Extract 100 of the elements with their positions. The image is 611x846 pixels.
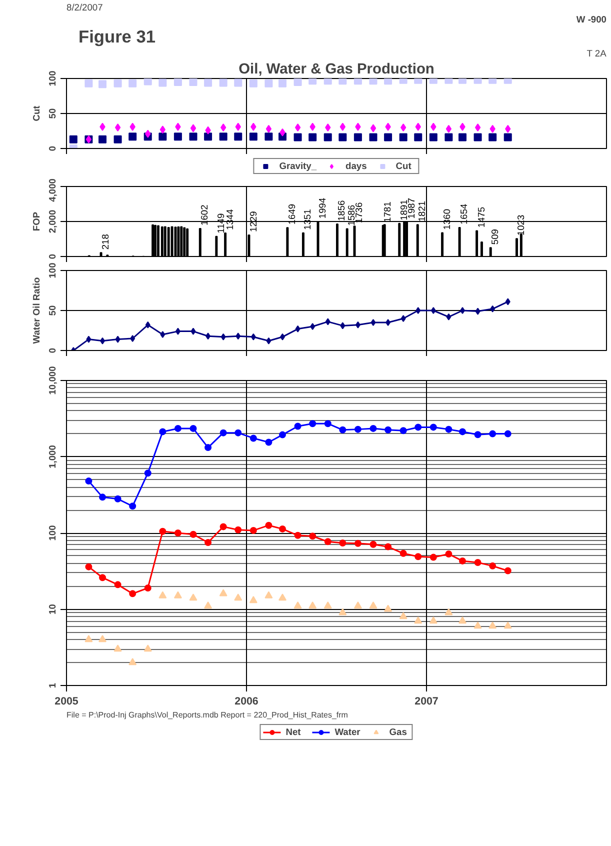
point	[504, 430, 512, 438]
point	[278, 79, 286, 88]
point	[460, 307, 465, 314]
data-label: 1987	[406, 198, 416, 219]
point	[145, 321, 150, 328]
y-tick-label: 2,000	[48, 210, 58, 234]
point	[294, 422, 302, 430]
legend-label: Gas	[389, 727, 408, 737]
point	[400, 315, 406, 322]
point	[475, 308, 480, 315]
legend-label: Net	[286, 727, 302, 737]
point	[354, 133, 362, 142]
point	[308, 602, 317, 609]
point	[159, 428, 166, 436]
legend-label: Gravity_	[279, 161, 317, 171]
point	[386, 319, 391, 326]
point	[430, 307, 436, 314]
point	[414, 424, 422, 431]
point	[250, 122, 256, 131]
y-tick-label: 4,000	[48, 178, 58, 202]
point	[294, 78, 302, 86]
point	[175, 328, 180, 335]
point	[86, 336, 92, 343]
point	[265, 522, 272, 529]
point	[99, 574, 106, 582]
point	[400, 427, 407, 434]
legend-label: Water	[334, 727, 360, 737]
point	[339, 539, 346, 546]
point	[266, 337, 272, 344]
point	[174, 424, 182, 432]
point	[370, 124, 376, 132]
point	[130, 122, 136, 131]
point	[385, 122, 391, 131]
point	[458, 133, 466, 142]
point	[355, 321, 360, 328]
point	[98, 80, 106, 88]
point	[444, 133, 453, 142]
point	[338, 133, 347, 142]
point	[370, 424, 377, 432]
caption: Figure 31	[78, 26, 156, 46]
point	[84, 635, 93, 642]
point	[278, 594, 286, 601]
point	[294, 602, 302, 609]
point	[384, 543, 392, 550]
point	[250, 333, 256, 340]
point	[159, 528, 166, 535]
point	[235, 122, 241, 131]
legend-label: Cut	[396, 161, 412, 171]
point	[250, 434, 257, 442]
point	[384, 426, 392, 434]
point	[415, 122, 421, 131]
data-label: 1149	[216, 213, 226, 234]
point	[204, 132, 212, 141]
point	[369, 602, 378, 609]
y-axis-title: Cut	[32, 106, 42, 122]
point	[234, 429, 242, 436]
point	[144, 644, 152, 652]
point	[158, 591, 167, 598]
point	[474, 124, 481, 132]
point	[446, 124, 452, 133]
point	[174, 132, 182, 141]
y-tick-label: 50	[48, 108, 58, 119]
point	[384, 604, 392, 612]
point	[429, 133, 438, 142]
point	[400, 124, 406, 132]
point	[369, 133, 378, 142]
point	[279, 431, 286, 438]
point	[98, 135, 106, 144]
point	[280, 128, 286, 136]
point	[414, 133, 422, 142]
point	[488, 133, 497, 142]
point	[250, 526, 257, 534]
point	[490, 124, 496, 133]
point	[430, 554, 437, 561]
point	[474, 431, 482, 438]
point	[220, 124, 226, 132]
point	[115, 336, 120, 343]
point	[399, 133, 408, 142]
point	[128, 132, 137, 141]
point	[446, 313, 452, 320]
point	[190, 124, 196, 132]
point	[474, 133, 482, 142]
point	[504, 133, 512, 142]
point	[189, 594, 198, 601]
point	[234, 526, 242, 534]
point	[294, 124, 301, 132]
legend-label: days	[346, 161, 367, 171]
point	[219, 132, 228, 141]
point	[309, 532, 316, 540]
text: W -900	[576, 14, 607, 24]
point	[158, 78, 167, 87]
point	[204, 78, 212, 87]
data-label: 1821	[417, 200, 428, 222]
point	[204, 539, 212, 546]
point	[339, 426, 346, 434]
chart-title: Oil, Water & Gas Production	[238, 62, 434, 78]
point	[114, 581, 122, 588]
point	[384, 133, 392, 142]
point	[489, 430, 496, 438]
point	[190, 530, 197, 538]
